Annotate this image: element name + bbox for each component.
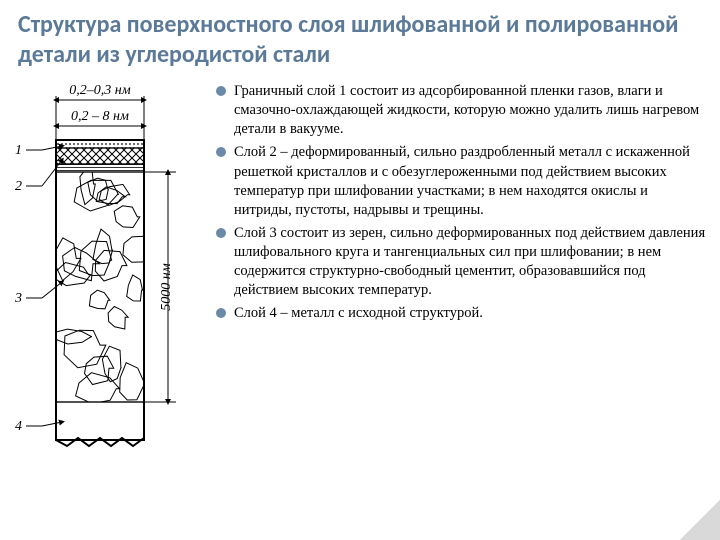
svg-text:3: 3: [14, 291, 22, 306]
page-title: Структура поверхностного слоя шлифованно…: [0, 0, 720, 82]
svg-text:4: 4: [15, 419, 22, 434]
list-item: Слой 2 – деформированный, сильно раздроб…: [216, 143, 708, 220]
svg-text:0,2 – 8 нм: 0,2 – 8 нм: [71, 109, 129, 124]
svg-text:5000 нм: 5000 нм: [159, 263, 174, 310]
list-item: Граничный слой 1 состоит из адсорбирован…: [216, 82, 708, 139]
svg-text:0,2–0,3 нм: 0,2–0,3 нм: [69, 83, 130, 98]
bullet-list: Граничный слой 1 состоит из адсорбирован…: [216, 82, 708, 324]
svg-text:1: 1: [15, 143, 22, 158]
list-item: Слой 4 – металл с исходной структурой.: [216, 304, 708, 323]
diagram-column: 0,2–0,3 нм 0,2 – 8 нм 1 2 3 4 5000 нм: [8, 82, 208, 482]
page-curl-decoration: [680, 500, 720, 540]
text-column: Граничный слой 1 состоит из адсорбирован…: [216, 82, 708, 482]
list-item: Слой 3 состоит из зерен, сильно деформир…: [216, 224, 708, 301]
svg-text:2: 2: [15, 179, 22, 194]
content-row: 0,2–0,3 нм 0,2 – 8 нм 1 2 3 4 5000 нм Граничны…: [0, 82, 720, 482]
layer-diagram: 0,2–0,3 нм 0,2 – 8 нм 1 2 3 4 5000 нм: [8, 82, 208, 477]
